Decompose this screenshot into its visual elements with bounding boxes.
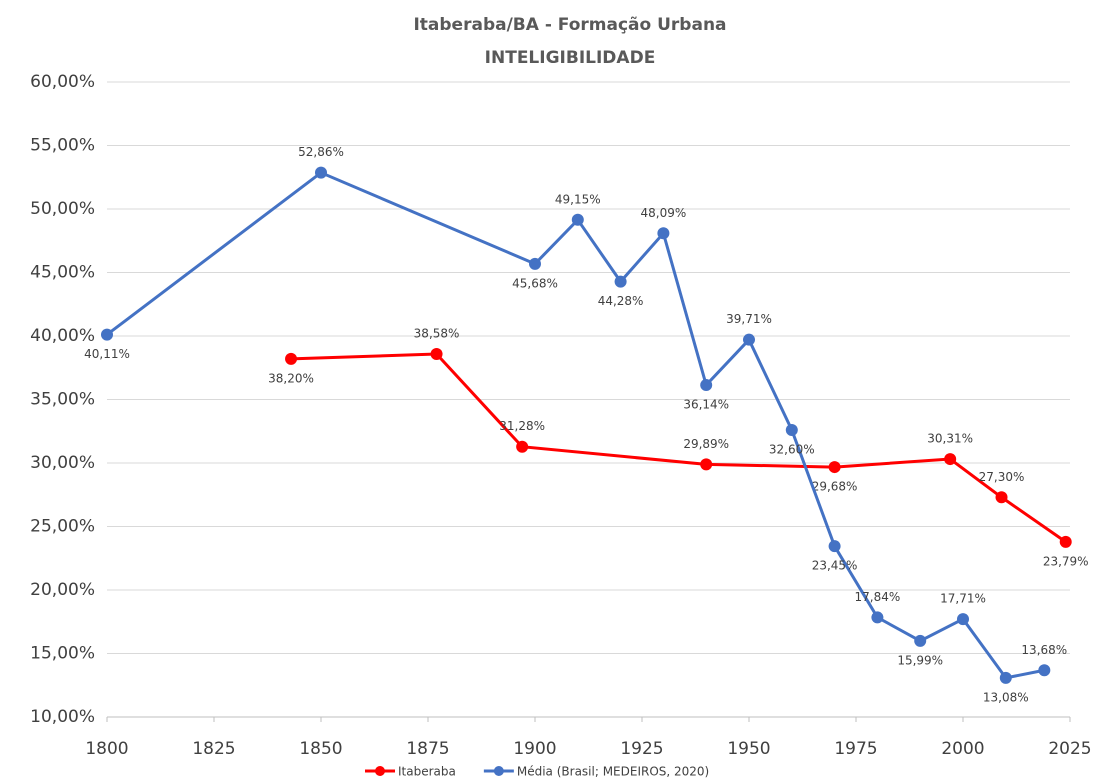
data-label: 13,68% <box>1021 643 1067 657</box>
chart-title: Itaberaba/BA - Formação Urbana <box>413 15 726 35</box>
x-tick-label: 2000 <box>941 739 984 759</box>
data-label: 17,84% <box>855 590 901 604</box>
data-label: 27,30% <box>979 470 1025 484</box>
data-label: 38,20% <box>268 371 314 385</box>
point <box>315 166 327 179</box>
y-tick-label: 25,00% <box>30 517 95 537</box>
point <box>871 611 884 624</box>
data-label: 44,28% <box>598 294 644 308</box>
y-tick-label: 15,00% <box>30 644 95 664</box>
x-tick-label: 1925 <box>620 739 663 759</box>
point <box>571 213 584 226</box>
data-label: 29,68% <box>812 480 858 494</box>
point <box>957 613 969 626</box>
point <box>944 453 957 466</box>
y-tick-label: 55,00% <box>30 136 95 156</box>
y-tick-label: 20,00% <box>30 580 95 600</box>
data-label: 36,14% <box>683 398 729 412</box>
point <box>999 671 1012 684</box>
data-label: 32,60% <box>769 442 815 456</box>
legend-label: Média (Brasil; MEDEIROS, 2020) <box>517 765 709 779</box>
data-label: 38,58% <box>414 327 460 341</box>
data-label: 29,89% <box>683 437 729 451</box>
data-label: 30,31% <box>927 432 973 446</box>
y-tick-label: 35,00% <box>30 390 95 410</box>
point <box>614 275 627 288</box>
x-tick-label: 1975 <box>834 739 877 759</box>
legend-label: Itaberaba <box>398 765 456 779</box>
data-label: 23,79% <box>1043 554 1089 568</box>
x-tick-label: 1875 <box>406 739 449 759</box>
point <box>914 634 927 647</box>
y-tick-label: 45,00% <box>30 263 95 283</box>
point <box>828 540 841 553</box>
legend-marker <box>375 766 385 776</box>
x-tick-label: 1950 <box>727 739 770 759</box>
y-tick-label: 60,00% <box>30 72 95 92</box>
data-label: 15,99% <box>897 653 943 667</box>
y-tick-label: 40,00% <box>30 326 95 346</box>
legend-marker <box>493 766 504 776</box>
data-label: 39,71% <box>726 312 772 326</box>
x-tick-label: 1800 <box>85 739 128 759</box>
point <box>743 333 755 346</box>
y-tick-label: 10,00% <box>30 707 95 727</box>
data-label: 23,45% <box>812 559 858 573</box>
data-label: 48,09% <box>641 206 687 220</box>
data-label: 17,71% <box>940 592 986 606</box>
data-label: 13,08% <box>983 690 1029 704</box>
point <box>657 227 670 240</box>
point <box>700 458 713 471</box>
x-tick-label: 1900 <box>513 739 556 759</box>
data-label: 52,86% <box>298 145 344 159</box>
point <box>1059 535 1072 548</box>
y-tick-label: 50,00% <box>30 199 95 219</box>
series-line <box>106 170 1045 680</box>
point <box>700 379 713 392</box>
data-label: 45,68% <box>512 276 558 290</box>
x-tick-label: 1825 <box>192 739 235 759</box>
data-label: 40,11% <box>84 347 130 361</box>
point <box>828 461 841 474</box>
point <box>430 348 443 361</box>
point <box>785 423 798 436</box>
point <box>995 491 1008 504</box>
x-tick-label: 1850 <box>299 739 342 759</box>
point <box>529 257 541 270</box>
data-label: 31,28% <box>499 419 545 433</box>
chart-subtitle: INTELIGIBILIDADE <box>485 48 656 68</box>
y-tick-label: 30,00% <box>30 453 95 473</box>
point <box>285 352 298 365</box>
point <box>516 440 529 453</box>
x-tick-label: 2025 <box>1048 739 1091 759</box>
point <box>1038 664 1051 677</box>
point <box>101 328 113 341</box>
series-line <box>290 352 1067 544</box>
data-label: 49,15% <box>555 192 601 206</box>
